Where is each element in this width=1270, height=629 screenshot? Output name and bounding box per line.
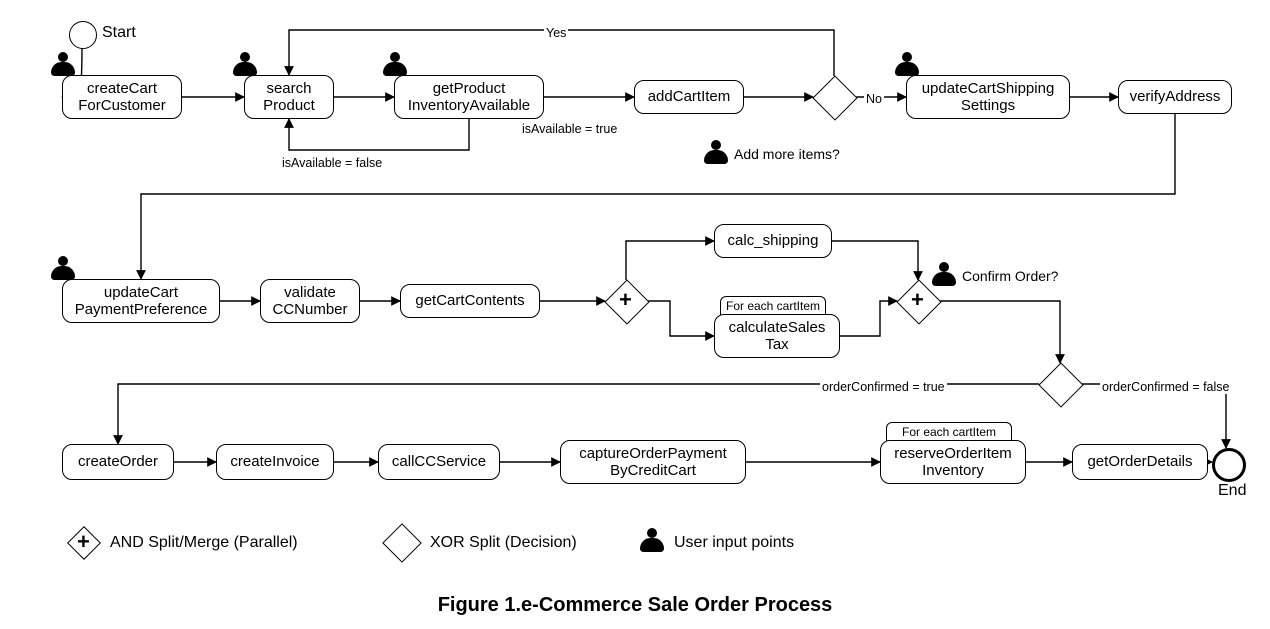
user-icon-updateShipping (895, 52, 919, 78)
edge-13 (626, 241, 714, 280)
gateway-split (604, 279, 649, 324)
user-icon-updatePayment (51, 256, 75, 282)
node-searchProduct: searchProduct (244, 75, 334, 119)
user-icon-getInventory (383, 52, 407, 78)
gateway-addMore (812, 75, 857, 120)
gw-label-addMore: Add more items? (732, 146, 842, 162)
end-label: End (1216, 482, 1248, 500)
legend-xor-icon (382, 523, 422, 563)
user-icon-searchProduct (233, 52, 257, 78)
node-verifyAddress: verifyAddress (1118, 80, 1232, 114)
node-getInventory: getProductInventoryAvailable (394, 75, 544, 119)
node-getOrderDetails: getOrderDetails (1072, 444, 1208, 480)
node-callCCService: callCCService (378, 444, 500, 480)
node-getCartContents: getCartContents (400, 284, 540, 318)
legend-and: AND Split/Merge (Parallel) (108, 534, 300, 552)
legend-xor: XOR Split (Decision) (428, 534, 579, 552)
edge-label-confirmedFalse-19: orderConfirmed = false (1100, 380, 1232, 394)
legend-and-icon (67, 526, 101, 560)
edge-label-isAvailFalse-4: isAvailable = false (280, 156, 384, 170)
user-icon-gw-addMore (704, 140, 728, 166)
node-createInvoice: createInvoice (216, 444, 334, 480)
tab-reserveInventory: For each cartItem (886, 422, 1012, 441)
edge-16 (840, 301, 897, 336)
node-calcTax: calculateSalesTax (714, 314, 840, 358)
user-icon-createCart (51, 52, 75, 78)
edge-label-isAvailTrue-3: isAvailable = true (520, 122, 619, 136)
node-createCart: createCartForCustomer (62, 75, 182, 119)
edge-14 (647, 301, 714, 336)
gw-label-merge: Confirm Order? (960, 268, 1060, 284)
legend-user-icon (640, 528, 664, 554)
edge-9 (141, 114, 1175, 279)
user-icon-gw-merge (932, 262, 956, 288)
edge-4 (289, 119, 469, 150)
node-updatePayment: updateCartPaymentPreference (62, 279, 220, 323)
figure-caption: Figure 1.e-Commerce Sale Order Process (0, 594, 1270, 617)
diagram-canvas: Start End createCartForCustomer searchProdu… (0, 0, 1270, 629)
tab-calcTax: For each cartItem (720, 296, 826, 315)
start-label: Start (100, 24, 138, 42)
end-event (1212, 448, 1246, 482)
node-updateShipping: updateCartShippingSettings (906, 75, 1070, 119)
legend-user: User input points (672, 534, 796, 552)
node-capturePayment: captureOrderPaymentByCreditCart (560, 440, 746, 484)
edge-17 (939, 301, 1060, 363)
gateway-confirm (1038, 362, 1083, 407)
edge-label-confirmedTrue-18: orderConfirmed = true (820, 380, 947, 394)
node-createOrder: createOrder (62, 444, 174, 480)
node-validateCC: validateCCNumber (260, 279, 360, 323)
node-addCartItem: addCartItem (634, 80, 744, 114)
edge-label-no-6: No (864, 92, 884, 106)
edge-15 (832, 241, 918, 280)
node-calcShipping: calc_shipping (714, 224, 832, 258)
node-reserveInventory: reserveOrderItemInventory (880, 440, 1026, 484)
start-event (69, 21, 97, 49)
edge-label-yes-7: Yes (544, 26, 568, 40)
